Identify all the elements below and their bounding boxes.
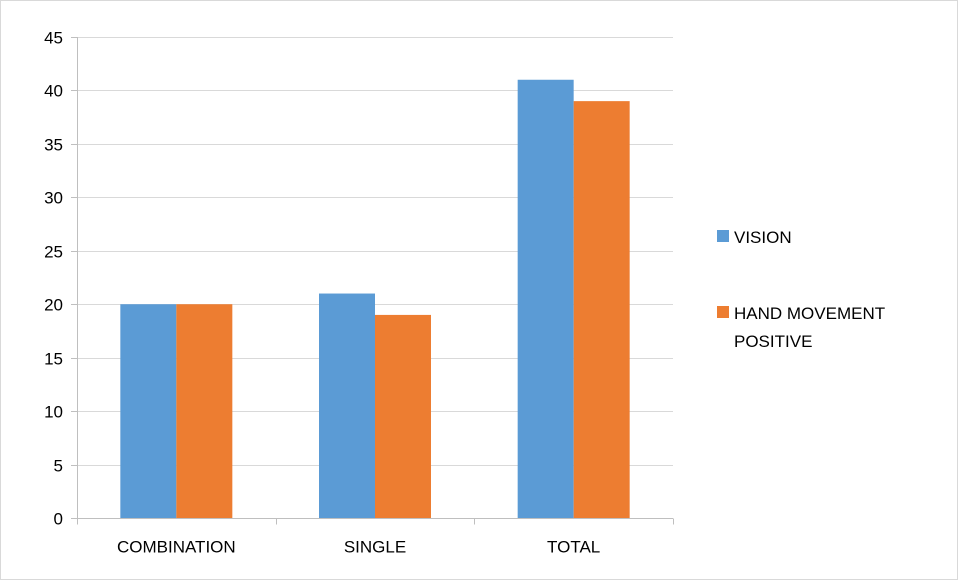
y-tick-label: 25 [44, 243, 63, 262]
y-tick-label: 20 [44, 296, 63, 315]
bar-hand-movement-positive-total [573, 101, 630, 518]
legend-label-line: HAND MOVEMENT [734, 304, 885, 323]
axes [71, 37, 674, 525]
legend-label-line: POSITIVE [734, 332, 812, 351]
legend-swatch-0 [717, 230, 729, 242]
y-tick-label: 0 [54, 510, 63, 529]
x-tick-label: COMBINATION [117, 538, 236, 557]
y-tick-label: 40 [44, 82, 63, 101]
x-tick-label: TOTAL [547, 538, 600, 557]
y-tick-label: 10 [44, 403, 63, 422]
legend-label: HAND MOVEMENT POSITIVE [734, 304, 885, 351]
y-tick-label: 5 [54, 457, 63, 476]
legend-label: VISION [734, 228, 792, 247]
bar-hand-movement-positive-single [375, 314, 431, 518]
y-tick-label: 35 [44, 136, 63, 155]
x-tick-labels: COMBINATION SINGLE TOTAL [117, 538, 600, 557]
bar-vision-single [319, 293, 375, 518]
legend: VISION HAND MOVEMENT POSITIVE [717, 228, 885, 351]
legend-swatch-1 [717, 306, 729, 318]
legend-label-line: VISION [734, 228, 792, 247]
y-tick-label: 15 [44, 350, 63, 369]
y-tick-labels: 0 5 10 15 20 25 30 35 40 45 [44, 29, 63, 529]
bar-vision-total [517, 79, 574, 518]
bar-vision-combination [120, 304, 177, 518]
y-tick-label: 30 [44, 189, 63, 208]
bar-hand-movement-positive-combination [176, 304, 233, 518]
x-tick-label: SINGLE [344, 538, 406, 557]
y-tick-label: 45 [44, 29, 63, 48]
bars [120, 79, 630, 518]
